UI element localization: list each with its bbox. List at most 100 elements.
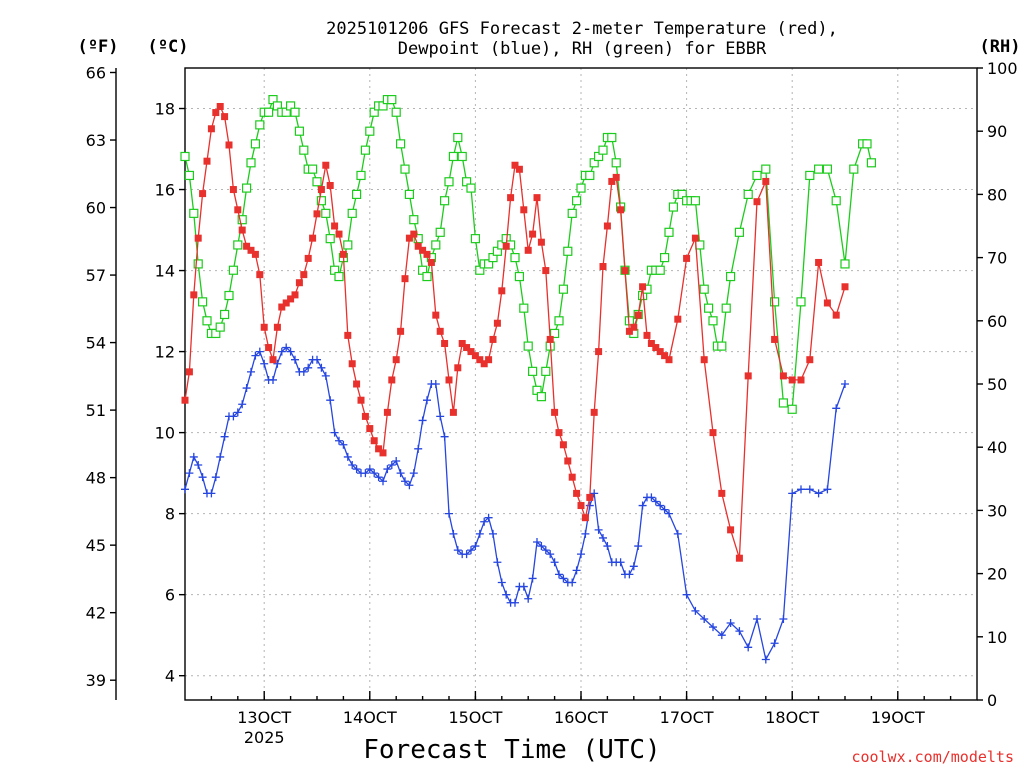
dewpoint-point — [348, 461, 357, 470]
dewpoint-point — [577, 550, 585, 559]
rh-point — [690, 196, 701, 206]
dewpoint-point — [625, 570, 634, 579]
temperature-point — [823, 299, 831, 307]
dewpoint-point — [273, 359, 282, 368]
temperature-point — [590, 408, 598, 416]
rh-point — [769, 297, 780, 307]
dewpoint-point — [383, 465, 392, 474]
temperature-point — [251, 250, 259, 258]
rh-point — [866, 158, 877, 168]
dewpoint-point — [660, 505, 669, 514]
temperature-point — [414, 242, 422, 250]
rh-tick-label: 80 — [987, 185, 1007, 204]
dewpoint-point — [656, 501, 665, 510]
dewpoint-point — [242, 384, 251, 393]
dewpoint-point — [805, 485, 814, 494]
rh-point — [554, 316, 564, 326]
temperature-point — [269, 356, 277, 364]
dewpoint-point — [590, 489, 599, 498]
dewpoint-point — [282, 343, 291, 352]
fahrenheit-tick-label: 63 — [86, 131, 106, 150]
dewpoint-point — [647, 493, 656, 502]
temperature-point — [586, 493, 594, 501]
dewpoint-point — [233, 408, 242, 417]
dewpoint-point — [559, 574, 568, 583]
rh-point — [431, 240, 441, 250]
fahrenheit-tick-label: 54 — [86, 334, 106, 353]
temperature-point — [493, 319, 501, 327]
temperature-point — [379, 449, 387, 457]
rh-point — [708, 316, 718, 326]
rh-point — [237, 215, 247, 225]
rh-point — [422, 271, 432, 282]
temperature-point — [344, 331, 352, 339]
rh-point — [321, 208, 331, 218]
rh-point — [664, 227, 674, 237]
dewpoint-point — [440, 432, 449, 441]
dewpoint-point — [726, 619, 735, 628]
time-tick-label: 13OCT — [237, 708, 291, 727]
temperature-point — [234, 206, 242, 214]
dewpoint-point — [533, 538, 541, 546]
temperature-point — [216, 102, 224, 110]
temperature-point — [353, 380, 361, 388]
rh-point — [470, 234, 480, 244]
dewpoint-point — [361, 469, 370, 478]
rh-point — [541, 366, 551, 376]
fahrenheit-tick-label: 42 — [86, 604, 106, 623]
temperature-point — [599, 263, 607, 271]
temperature-point — [309, 234, 317, 242]
rh-point — [796, 297, 806, 307]
rh-point — [743, 189, 753, 199]
temperature-point — [454, 364, 462, 372]
rh-point — [563, 246, 573, 256]
dewpoint-point — [489, 529, 497, 538]
temperature-point — [603, 222, 611, 230]
temperature-point — [788, 376, 796, 384]
dewpoint-point — [462, 550, 471, 559]
time-tick-label: 16OCT — [554, 708, 608, 727]
fahrenheit-tick-label: 66 — [86, 64, 106, 83]
dewpoint-point — [453, 546, 462, 555]
rh-point — [294, 126, 304, 136]
dewpoint-point — [269, 375, 277, 384]
dewpoint-point — [682, 590, 691, 599]
rh-point — [523, 341, 533, 351]
dewpoint-point — [423, 396, 431, 405]
fahrenheit-tick-label: 60 — [86, 199, 106, 218]
celsius-tick-label: 18 — [155, 100, 175, 119]
temperature-point — [300, 271, 308, 279]
dewpoint-point — [255, 347, 264, 356]
rh-point — [290, 107, 300, 117]
dewpoint-point — [374, 473, 383, 482]
temperature-point — [771, 335, 779, 343]
rh-point — [703, 303, 714, 313]
temperature-point — [322, 161, 330, 169]
rh-series — [180, 94, 877, 414]
rh-point — [299, 145, 309, 155]
temperature-point — [203, 157, 211, 165]
dewpoint-point — [445, 509, 453, 518]
temperature-point — [546, 335, 554, 343]
credit-link[interactable]: coolwx.com/modelts — [851, 748, 1014, 766]
rh-point — [404, 189, 414, 199]
time-tick-label: 14OCT — [343, 708, 397, 727]
dewpoint-point — [392, 456, 401, 465]
temperature-point — [265, 344, 273, 352]
temperature-point — [797, 376, 805, 384]
rh-tick-label: 90 — [987, 122, 1007, 141]
temperature-point — [718, 489, 726, 497]
dewpoint-point — [528, 574, 537, 583]
rh-point — [659, 253, 670, 263]
temperature-point — [533, 194, 541, 202]
rh-point — [409, 215, 419, 225]
temperature-point — [313, 210, 321, 218]
dewpoint-point — [497, 578, 506, 587]
fahrenheit-tick-label: 48 — [86, 469, 106, 488]
dewpoint-point — [198, 473, 207, 482]
rh-point — [778, 398, 789, 408]
dewpoint-point — [568, 578, 577, 587]
temperature-point — [476, 356, 484, 364]
dewpoint-point — [502, 590, 511, 599]
dewpoint-point — [247, 367, 255, 376]
